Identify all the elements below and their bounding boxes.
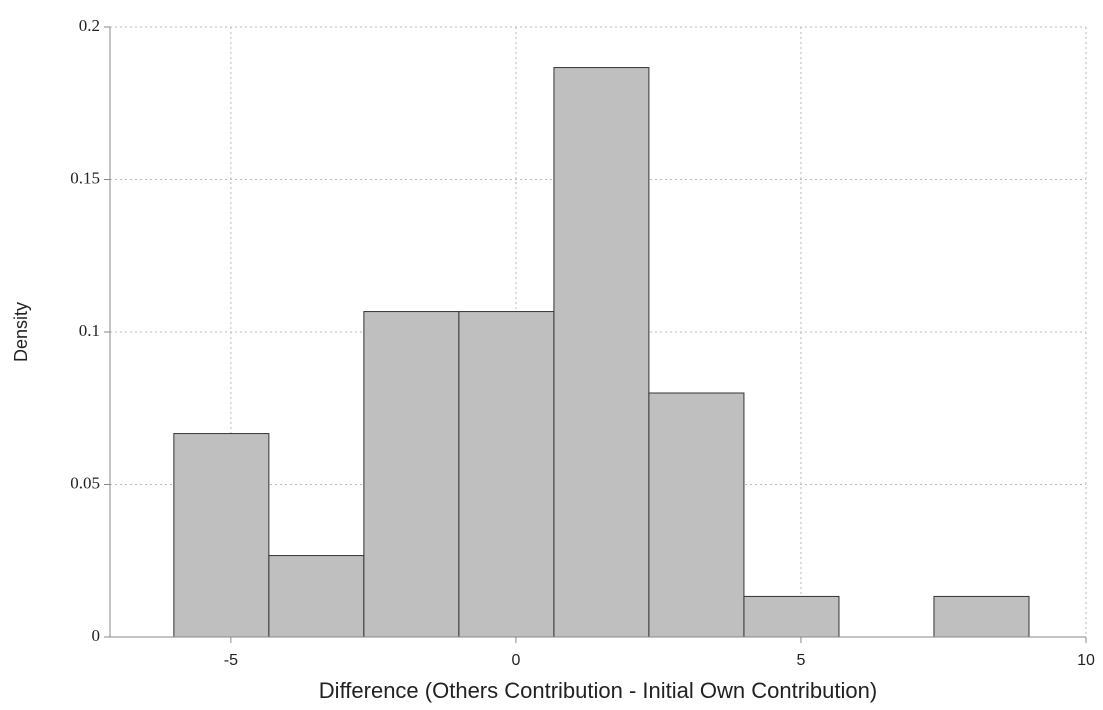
bar xyxy=(648,392,745,638)
y-axis-label: Density xyxy=(11,302,31,362)
y-tick-label: 0 xyxy=(92,626,101,645)
y-tick-label: 0.2 xyxy=(79,16,100,35)
x-tick-label: 10 xyxy=(1077,652,1095,669)
y-tick-label: 0.05 xyxy=(70,473,100,492)
bar xyxy=(553,67,650,638)
x-tick-label: 0 xyxy=(511,652,520,669)
x-tick-label: 5 xyxy=(797,652,806,669)
y-tick-label: 0.15 xyxy=(70,168,100,187)
y-tick-label: 0.1 xyxy=(79,321,100,340)
x-axis-label: Difference (Others Contribution - Initia… xyxy=(319,678,877,703)
bar xyxy=(933,595,1030,638)
bar xyxy=(173,433,270,638)
bar xyxy=(743,595,840,638)
bar xyxy=(268,555,365,638)
bar xyxy=(458,311,555,638)
x-tick-label: -5 xyxy=(224,652,238,669)
bar xyxy=(363,311,460,638)
